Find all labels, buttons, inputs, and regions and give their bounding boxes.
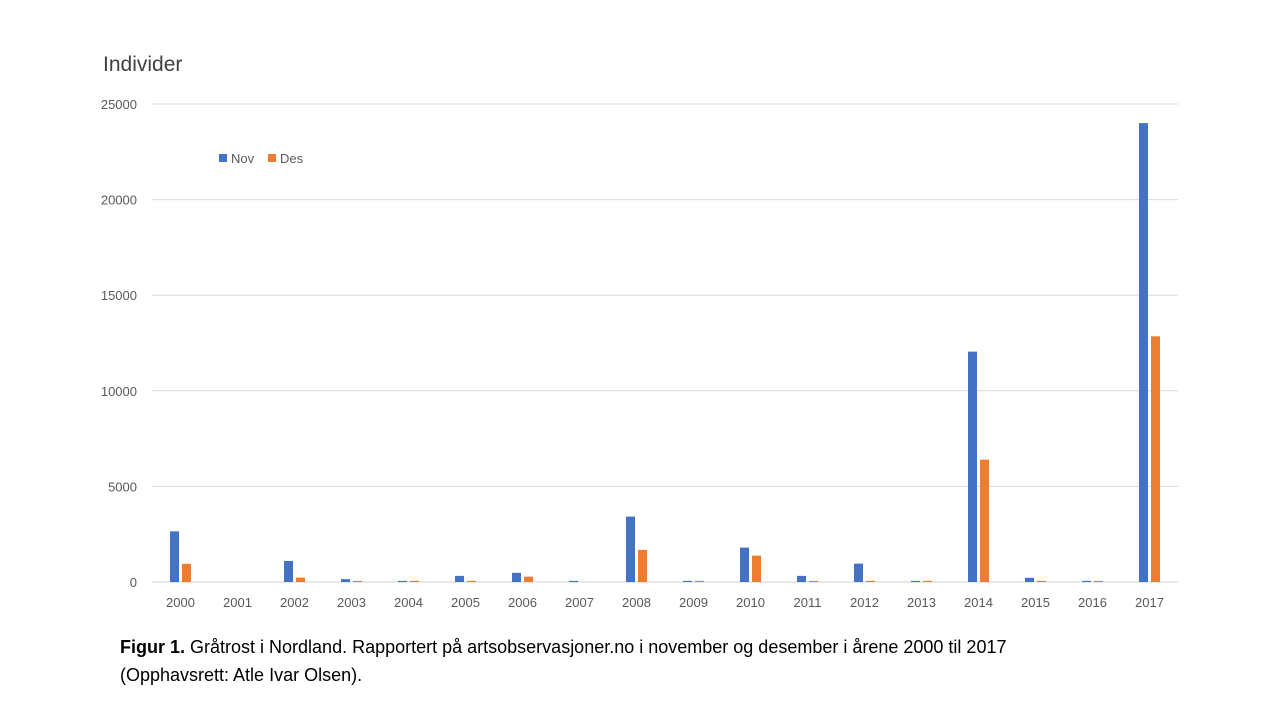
- bar-nov-2004: [398, 580, 407, 582]
- bar-des-2004: [410, 580, 419, 582]
- x-tick-label: 2008: [622, 595, 651, 610]
- legend-label-nov: Nov: [231, 151, 255, 166]
- y-tick-label: 15000: [101, 288, 137, 303]
- x-tick-label: 2004: [394, 595, 423, 610]
- legend-swatch-nov: [219, 154, 227, 162]
- bar-des-2002: [296, 577, 305, 582]
- bar-des-2006: [524, 576, 533, 582]
- y-tick-labels: 0 5000 10000 15000 20000 25000: [101, 97, 137, 590]
- bars: [170, 123, 1160, 583]
- y-tick-label: 5000: [108, 479, 137, 494]
- x-tick-label: 2010: [736, 595, 765, 610]
- bar-nov-2013: [911, 580, 920, 582]
- caption-text: Gråtrost i Nordland. Rapportert på artso…: [120, 637, 1007, 685]
- y-tick-label: 0: [130, 575, 137, 590]
- x-tick-label: 2017: [1135, 595, 1164, 610]
- bar-nov-2003: [341, 579, 350, 582]
- x-tick-label: 2003: [337, 595, 366, 610]
- bar-nov-2016: [1082, 580, 1091, 582]
- x-tick-label: 2011: [794, 595, 822, 610]
- y-tick-label: 20000: [101, 193, 137, 208]
- bar-nov-2014: [968, 351, 977, 582]
- bar-nov-2009: [683, 580, 692, 582]
- bar-nov-2010: [740, 547, 749, 582]
- bar-nov-2005: [455, 575, 464, 582]
- bar-des-2000: [182, 563, 191, 582]
- x-tick-label: 2014: [964, 595, 993, 610]
- bar-nov-2017: [1139, 123, 1148, 583]
- legend-swatch-des: [268, 154, 276, 162]
- bar-des-2014: [980, 459, 989, 582]
- x-tick-label: 2005: [451, 595, 480, 610]
- chart: Individer 0 5000 10000 15000 20000 25000 2000…: [101, 53, 1178, 610]
- x-tick-label: 2007: [565, 595, 594, 610]
- x-tick-label: 2009: [679, 595, 708, 610]
- y-axis-label: Individer: [103, 53, 182, 76]
- bar-des-2013: [923, 580, 932, 582]
- x-tick-label: 2016: [1078, 595, 1107, 610]
- x-tick-label: 2001: [223, 595, 252, 610]
- x-tick-label: 2013: [907, 595, 936, 610]
- bar-des-2017: [1151, 336, 1160, 582]
- bar-des-2003: [353, 580, 362, 582]
- bar-des-2016: [1094, 580, 1103, 582]
- bar-des-2005: [467, 580, 476, 582]
- x-tick-label: 2012: [850, 595, 879, 610]
- bar-des-2009: [695, 580, 704, 582]
- bar-des-2010: [752, 555, 761, 582]
- bar-nov-2002: [284, 560, 293, 582]
- bar-nov-2007: [569, 580, 578, 582]
- bar-nov-2008: [626, 516, 635, 582]
- bar-des-2015: [1037, 580, 1046, 582]
- x-tick-labels: 2000 2001 2002 2003 2004 2005 2006 2007 2008 2009…: [166, 595, 1164, 610]
- legend: Nov Des: [219, 151, 304, 166]
- bar-nov-2000: [170, 531, 179, 582]
- y-tick-label: 25000: [101, 97, 137, 112]
- x-tick-label: 2000: [166, 595, 195, 610]
- figure-caption: Figur 1. Gråtrost i Nordland. Rapportert…: [120, 633, 1020, 689]
- gridlines: [152, 103, 1178, 583]
- x-tick-label: 2015: [1021, 595, 1050, 610]
- bar-des-2008: [638, 549, 647, 582]
- bar-des-2012: [866, 580, 875, 582]
- x-tick-label: 2002: [280, 595, 309, 610]
- caption-label: Figur 1.: [120, 637, 186, 657]
- bar-nov-2006: [512, 572, 521, 582]
- y-tick-label: 10000: [101, 384, 137, 399]
- bar-nov-2012: [854, 563, 863, 582]
- bar-nov-2015: [1025, 577, 1034, 582]
- bar-des-2011: [809, 580, 818, 582]
- legend-label-des: Des: [280, 151, 304, 166]
- x-tick-label: 2006: [508, 595, 537, 610]
- bar-nov-2011: [797, 575, 806, 582]
